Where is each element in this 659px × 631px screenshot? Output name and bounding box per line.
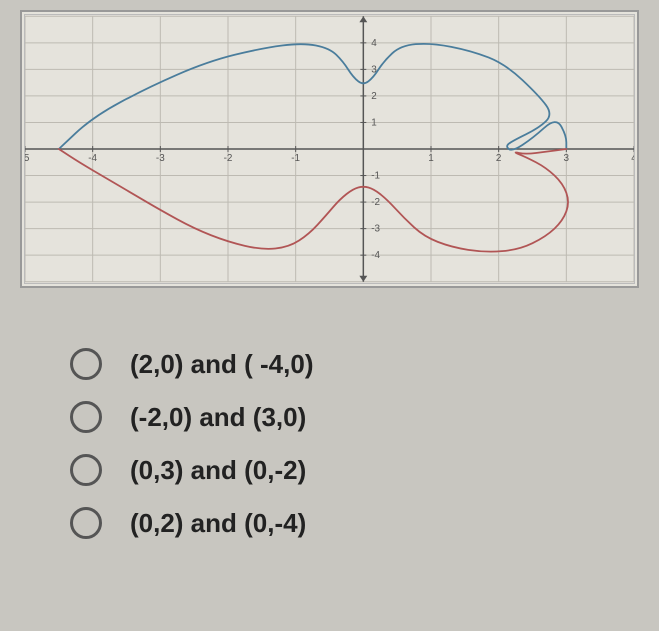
svg-text:4: 4 xyxy=(631,153,634,164)
radio-circle-icon xyxy=(70,454,102,486)
radio-circle-icon xyxy=(70,348,102,380)
option-3[interactable]: (0,3) and (0,-2) xyxy=(70,454,659,486)
svg-text:-3: -3 xyxy=(371,224,380,235)
svg-text:-4: -4 xyxy=(371,250,380,261)
option-text: (-2,0) and (3,0) xyxy=(130,402,306,433)
svg-text:-4: -4 xyxy=(88,153,97,164)
svg-text:-1: -1 xyxy=(371,171,380,182)
option-text: (0,2) and (0,-4) xyxy=(130,508,306,539)
graph-container: -5-4-3-2-11234-4-3-2-11234 xyxy=(20,10,639,288)
option-4[interactable]: (0,2) and (0,-4) xyxy=(70,507,659,539)
svg-text:1: 1 xyxy=(371,117,377,128)
svg-text:-1: -1 xyxy=(291,153,300,164)
svg-text:-2: -2 xyxy=(224,153,233,164)
option-text: (0,3) and (0,-2) xyxy=(130,455,306,486)
option-text: (2,0) and ( -4,0) xyxy=(130,349,313,380)
svg-text:2: 2 xyxy=(496,153,502,164)
option-1[interactable]: (2,0) and ( -4,0) xyxy=(70,348,659,380)
svg-text:-2: -2 xyxy=(371,197,380,208)
options-container: (2,0) and ( -4,0) (-2,0) and (3,0) (0,3)… xyxy=(70,348,659,539)
svg-text:1: 1 xyxy=(428,153,434,164)
option-2[interactable]: (-2,0) and (3,0) xyxy=(70,401,659,433)
svg-text:2: 2 xyxy=(371,91,377,102)
radio-circle-icon xyxy=(70,507,102,539)
coordinate-graph: -5-4-3-2-11234-4-3-2-11234 xyxy=(25,15,634,283)
graph-area: -5-4-3-2-11234-4-3-2-11234 xyxy=(24,14,635,284)
svg-text:-3: -3 xyxy=(156,153,165,164)
svg-text:3: 3 xyxy=(564,153,570,164)
svg-text:-5: -5 xyxy=(25,153,30,164)
radio-circle-icon xyxy=(70,401,102,433)
svg-text:4: 4 xyxy=(371,38,377,49)
